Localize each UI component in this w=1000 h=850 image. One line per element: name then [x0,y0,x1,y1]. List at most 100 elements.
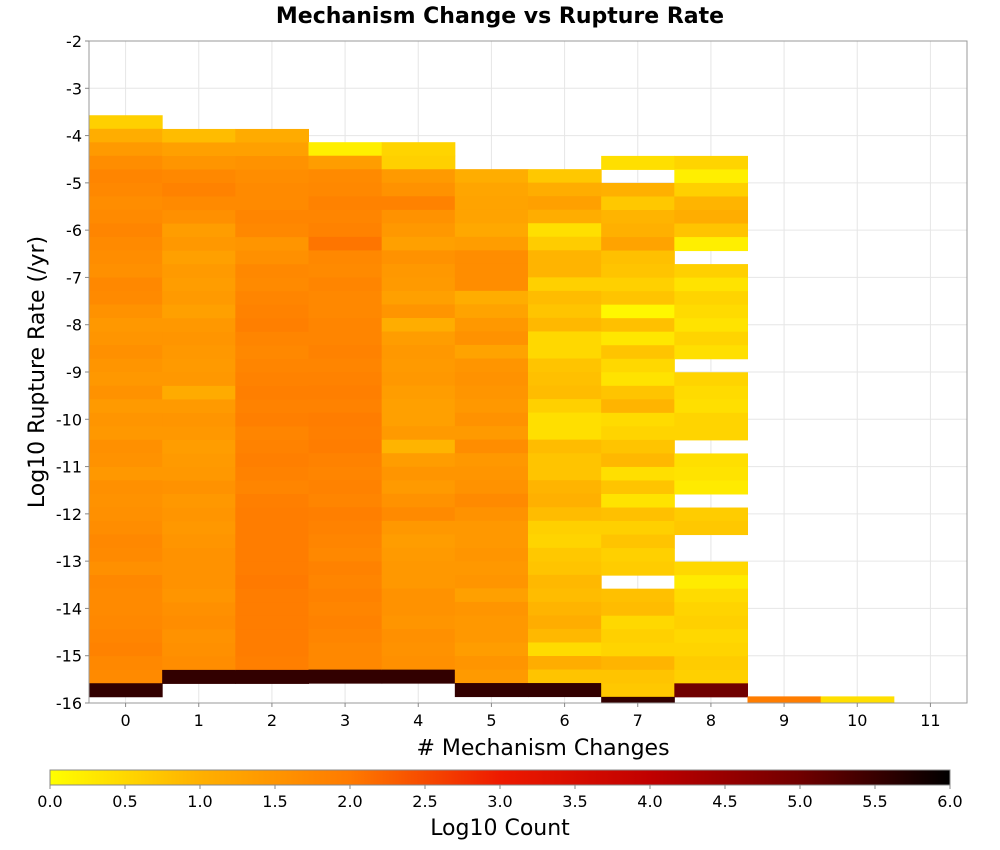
heatmap-cell [308,236,383,251]
heatmap-cell [674,602,748,617]
heatmap-cell [89,196,163,211]
heatmap-cell [454,182,529,197]
heatmap-cell [528,263,602,278]
heatmap-cell [674,182,748,197]
heatmap-cell [381,277,456,292]
heatmap-cell [601,669,675,684]
heatmap-cell [308,263,383,278]
heatmap-cell [674,426,748,441]
heatmap-cell [601,521,675,536]
heatmap-cell [454,561,529,576]
heatmap-cell [162,588,236,603]
heatmap-cell [381,385,456,400]
heatmap-cell [601,656,675,671]
heatmap-cell [235,264,309,279]
heatmap-cell [89,426,163,441]
heatmap-cell [381,209,456,224]
colorbar-tick-label: 6.0 [937,792,962,811]
heatmap-cell [89,277,163,292]
heatmap-cell [381,155,456,170]
heatmap-cell [162,399,236,414]
heatmap-cell [674,399,748,414]
heatmap-cell [162,183,236,198]
heatmap-cell [381,412,456,427]
heatmap-cell [162,629,236,644]
colorbar-tick-label: 2.0 [337,792,362,811]
y-tick-label: -14 [56,599,82,618]
heatmap-cell [454,399,529,414]
heatmap-cell [235,142,309,157]
heatmap-cell [162,169,236,184]
heatmap-cell [601,291,675,306]
heatmap-cell [674,264,748,279]
heatmap-cell [454,547,529,562]
heatmap-cell [454,520,529,535]
heatmap-cell [601,426,675,441]
heatmap-cell [674,331,748,346]
heatmap-cell [89,291,163,306]
heatmap-cell [454,588,529,603]
heatmap-cell [528,317,602,332]
heatmap-cell [381,290,456,305]
heatmap-cell [235,331,309,346]
heatmap-cell [381,196,456,211]
heatmap-cell [89,264,163,279]
heatmap-cell [381,304,456,319]
heatmap-cell [528,547,602,562]
heatmap-cell [454,304,529,319]
heatmap-cell [528,493,602,508]
heatmap-cell [601,345,675,360]
heatmap-cell [235,304,309,319]
x-tick-label: 9 [779,711,789,730]
heatmap-cell [674,169,748,184]
heatmap-cell [235,169,309,184]
heatmap-cell [308,520,383,535]
heatmap-cell [308,385,383,400]
heatmap-cell [601,494,675,509]
heatmap-cell [601,385,675,400]
heatmap-cell [381,372,456,387]
heatmap-cell [601,548,675,563]
heatmap-cell [674,291,748,306]
x-tick-label: 1 [194,711,204,730]
colorbar-tick-label: 4.0 [637,792,662,811]
heatmap-cell [89,602,163,617]
heatmap-cell [454,493,529,508]
heatmap-cell [235,250,309,265]
heatmap-cell [162,331,236,346]
heatmap-cell [381,480,456,495]
heatmap-cell [308,561,383,576]
heatmap-cell [601,696,675,704]
x-tick-label: 6 [559,711,569,730]
heatmap-cell [162,412,236,427]
heatmap-cell [162,480,236,495]
heatmap-cell [308,182,383,197]
heatmap-cell [601,642,675,657]
heatmap-cell [528,182,602,197]
heatmap-cell [381,588,456,603]
heatmap-cell [381,466,456,481]
heatmap-cell [235,372,309,387]
heatmap-cell [528,507,602,522]
heatmap-cell [601,629,675,644]
heatmap-cell [235,128,309,143]
chart-title: Mechanism Change vs Rupture Rate [276,4,724,29]
heatmap-cell [89,629,163,644]
heatmap-cell [89,656,163,671]
heatmap-cell [528,385,602,400]
heatmap-cell [528,574,602,589]
heatmap-cell [674,237,748,252]
heatmap-cell [308,439,383,454]
heatmap-cell [381,602,456,617]
heatmap-cell [235,669,309,684]
heatmap-cell [89,466,163,481]
heatmap-cell [308,507,383,522]
heatmap-cell [235,575,309,590]
heatmap-cell [528,601,602,616]
heatmap-cell [162,534,236,549]
heatmap-cell [308,169,383,184]
y-tick-label: -4 [66,127,82,146]
heatmap-cell [454,344,529,359]
heatmap-cell [528,466,602,481]
heatmap-cell [454,426,529,441]
